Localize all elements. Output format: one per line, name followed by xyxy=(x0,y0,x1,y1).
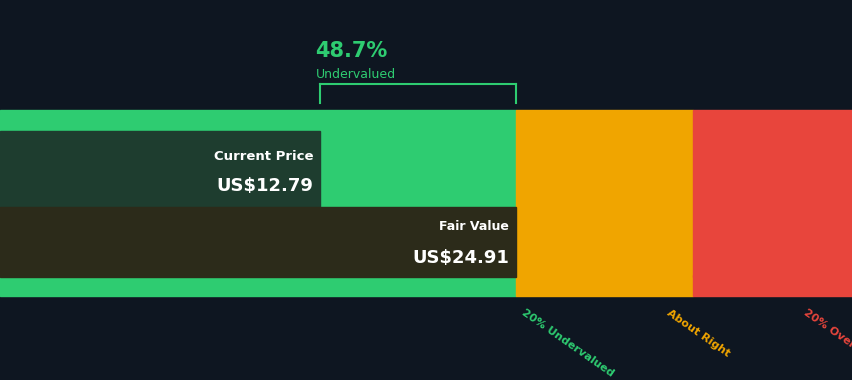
Text: 20% Overvalued: 20% Overvalued xyxy=(801,308,852,374)
Text: US$24.91: US$24.91 xyxy=(412,249,509,267)
Bar xyxy=(692,276,852,296)
Text: 20% Undervalued: 20% Undervalued xyxy=(520,308,615,379)
Bar xyxy=(692,131,852,277)
Text: Undervalued: Undervalued xyxy=(315,68,395,81)
Text: Fair Value: Fair Value xyxy=(439,220,509,233)
Text: 48.7%: 48.7% xyxy=(315,41,388,61)
Bar xyxy=(515,110,692,131)
Bar xyxy=(692,110,852,131)
Bar xyxy=(515,276,692,296)
Text: Current Price: Current Price xyxy=(213,150,313,163)
Bar xyxy=(0,131,320,207)
Bar xyxy=(0,207,515,277)
Text: About Right: About Right xyxy=(665,308,731,359)
Bar xyxy=(0,276,515,296)
Bar xyxy=(0,131,515,277)
Text: US$12.79: US$12.79 xyxy=(216,177,313,195)
Bar xyxy=(515,131,692,277)
Bar xyxy=(0,110,515,131)
